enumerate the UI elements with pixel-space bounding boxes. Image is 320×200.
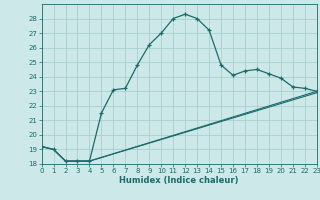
X-axis label: Humidex (Indice chaleur): Humidex (Indice chaleur) bbox=[119, 176, 239, 185]
